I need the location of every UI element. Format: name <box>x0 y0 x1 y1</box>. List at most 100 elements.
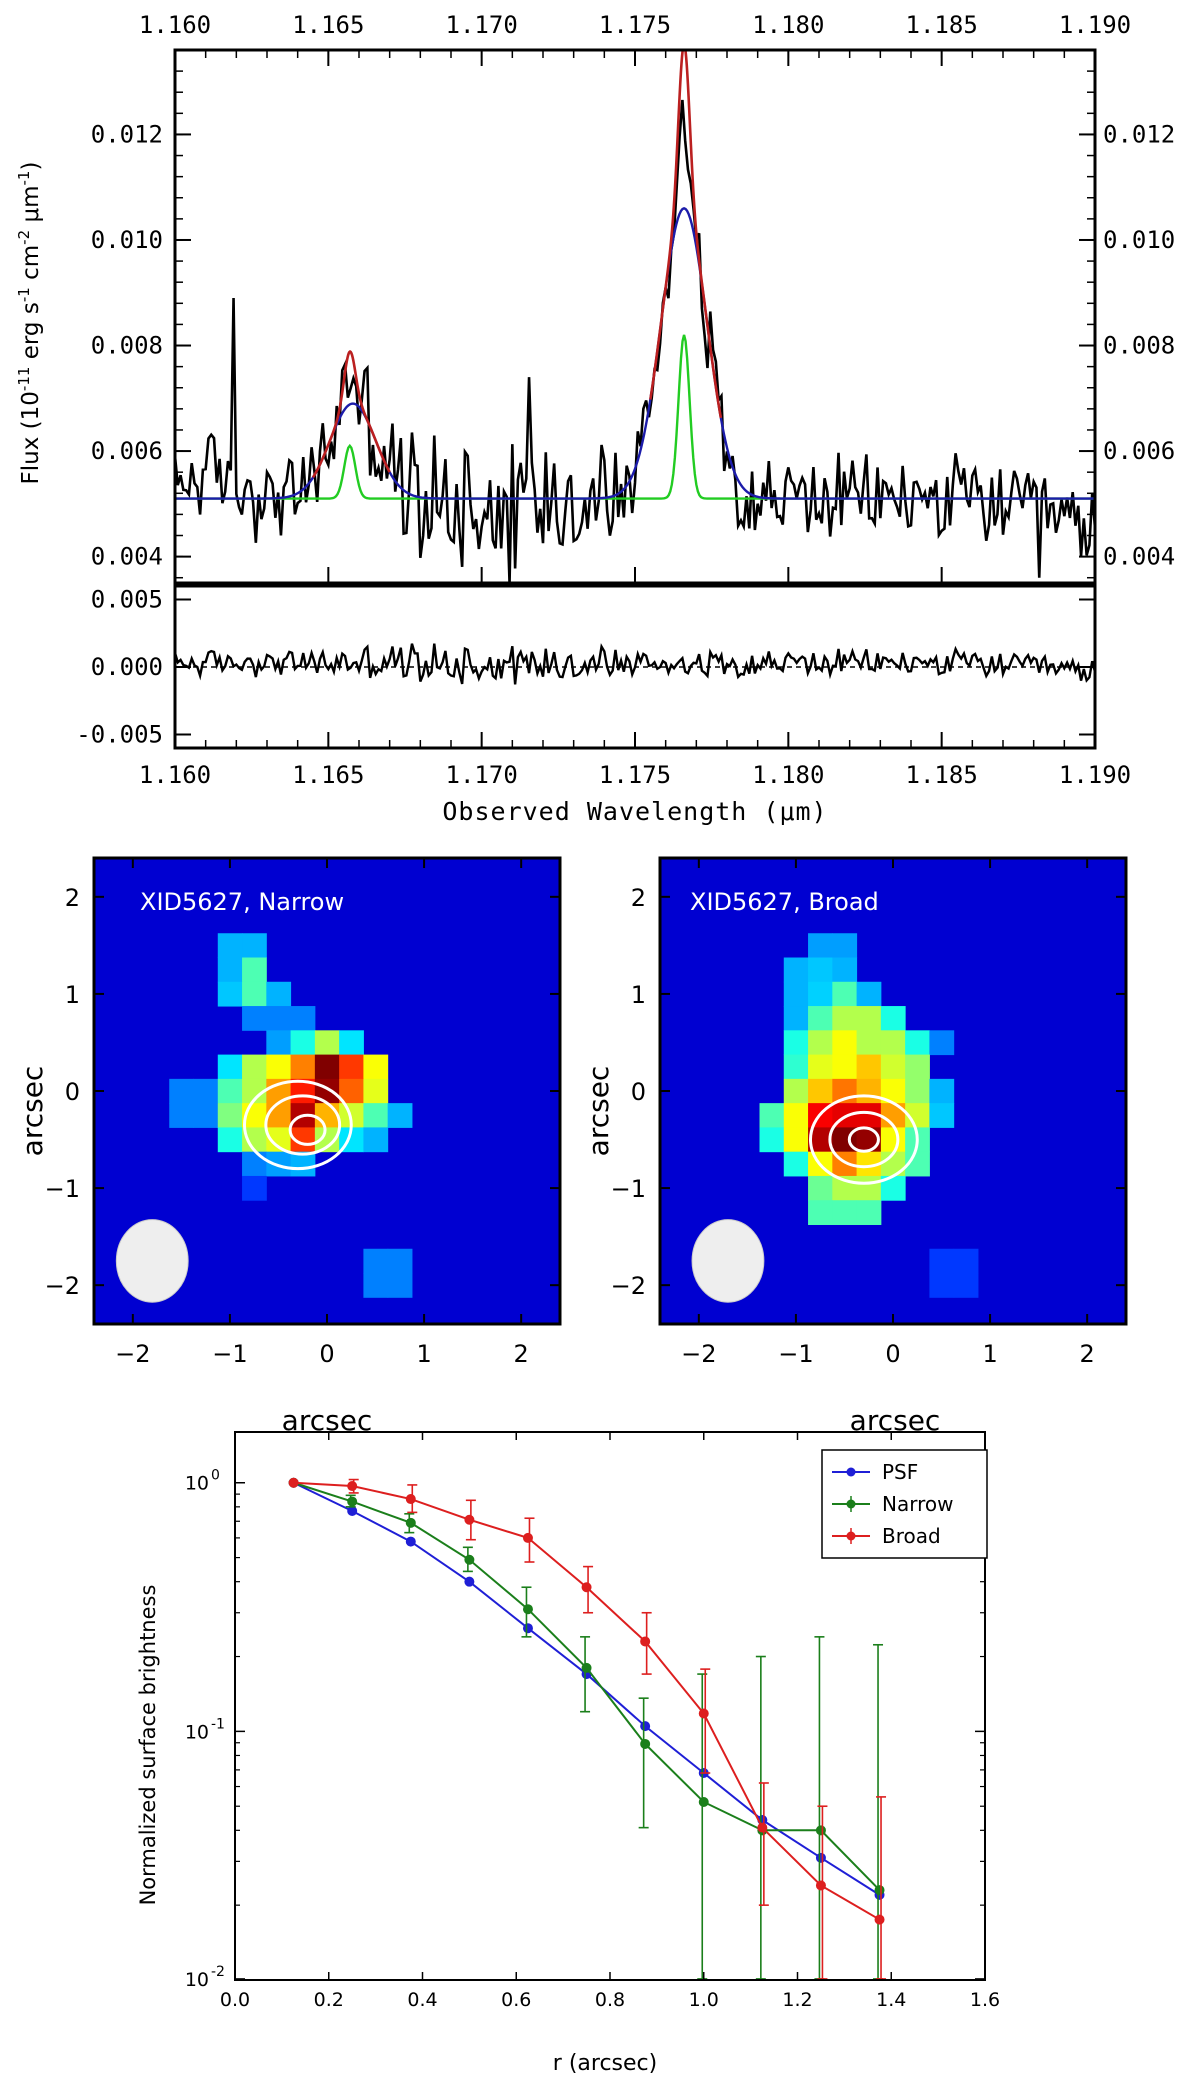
data-point-psf <box>815 1852 826 1863</box>
map-pixel <box>242 933 267 959</box>
map-pixel <box>832 1054 858 1080</box>
total-fit-line-0 <box>311 350 391 479</box>
map-pixel <box>363 1273 389 1298</box>
profile-x-tick-label: 1.4 <box>876 1989 906 2011</box>
data-point-broad <box>581 1582 592 1593</box>
data-point-psf <box>464 1576 475 1587</box>
spectrum-top-tick-label: 1.185 <box>906 11 978 39</box>
profile-x-tick-label: 0.0 <box>220 1989 250 2011</box>
map-y-tick-label: 1 <box>65 981 80 1009</box>
profile-x-tick-label: 1.6 <box>970 1989 1000 2011</box>
map-pixel <box>339 1054 364 1080</box>
profile-x-tick-label: 1.2 <box>782 1989 812 2011</box>
map-pixel <box>290 1030 316 1056</box>
map-pixel <box>783 957 809 983</box>
map-pixel <box>363 1078 389 1104</box>
map-pixel <box>242 957 267 983</box>
spectrum-right-tick-label: 0.006 <box>1103 437 1175 465</box>
map-pixel <box>217 1127 243 1153</box>
map-pixel <box>783 1078 809 1104</box>
broad-map-title: XID5627, Broad <box>690 888 879 916</box>
map-pixel <box>832 1030 858 1056</box>
map-pixel <box>387 1273 413 1298</box>
map-x-tick-label: 0 <box>885 1340 900 1368</box>
map-pixel <box>856 1078 882 1104</box>
data-point-broad <box>522 1532 533 1543</box>
spectrum-bottom-tick-label: 1.175 <box>599 761 671 789</box>
map-pixel <box>808 1200 833 1225</box>
map-pixel <box>217 933 243 959</box>
map-y-tick-label: −2 <box>45 1272 80 1300</box>
spectrum-bottom-tick-label: 1.160 <box>139 761 211 789</box>
spectrum-bottom-tick-label: 1.180 <box>752 761 824 789</box>
spectrum-right-tick-label: 0.012 <box>1103 120 1175 148</box>
map-pixel <box>363 1127 389 1153</box>
map-pixel <box>832 981 858 1007</box>
map-pixel <box>808 1030 833 1056</box>
map-pixel <box>880 1127 906 1153</box>
data-point-psf <box>522 1623 533 1634</box>
residual-data-line <box>175 643 1095 685</box>
spectrum-left-tick-label: 0.006 <box>91 437 163 465</box>
map-y-tick-label: −1 <box>45 1175 80 1203</box>
spectrum-left-tick-label: 0.004 <box>91 543 163 571</box>
map-pixel <box>953 1273 979 1298</box>
map-y-tick-label: −2 <box>611 1272 646 1300</box>
data-point-narrow <box>522 1604 533 1615</box>
data-point-psf <box>640 1721 651 1732</box>
contour-line-2 <box>288 1113 327 1146</box>
contour-line-2 <box>847 1126 880 1153</box>
map-x-tick-label: −2 <box>115 1340 150 1368</box>
map-pixel <box>929 1078 955 1104</box>
map-pixel <box>856 1200 882 1225</box>
map-pixel <box>783 1054 809 1080</box>
map-pixel <box>193 1103 219 1128</box>
map-pixel <box>808 981 833 1007</box>
map-pixel <box>169 1078 195 1104</box>
contour-line-1 <box>828 1110 900 1169</box>
contour-line-0 <box>242 1079 353 1171</box>
spectrum-bottom-tick-label: 1.185 <box>906 761 978 789</box>
map-pixel <box>290 1054 316 1080</box>
data-point-narrow <box>405 1517 416 1528</box>
profile-x-tick-label: 0.2 <box>314 1989 344 2011</box>
spectrum-top-tick-label: 1.165 <box>292 11 364 39</box>
map-pixel <box>266 1151 292 1177</box>
spectrum-x-label: Observed Wavelength (μm) <box>442 797 827 826</box>
map-pixel <box>339 1030 364 1056</box>
residual-plot-area <box>175 643 1095 685</box>
map-pixel <box>783 1006 809 1031</box>
map-pixel <box>856 1054 882 1080</box>
spectrum-top-tick-label: 1.160 <box>139 11 211 39</box>
map-pixel <box>242 1054 267 1080</box>
profile-y-tick-base: 10 <box>185 1969 209 1991</box>
spectrum-data-line <box>175 99 1095 583</box>
profile-y-tick-exp: -1 <box>211 1716 225 1732</box>
data-point-narrow <box>347 1496 358 1507</box>
spectrum-bottom-tick-label: 1.165 <box>292 761 364 789</box>
data-point-broad <box>405 1494 416 1505</box>
map-pixel <box>880 1030 906 1056</box>
map-pixel <box>953 1248 979 1274</box>
map-pixel <box>242 1175 267 1201</box>
profile-y-tick-base: 10 <box>185 1473 209 1495</box>
contour-line-0 <box>808 1094 919 1185</box>
map-pixel <box>387 1248 413 1274</box>
map-pixel <box>759 1103 785 1128</box>
map-pixel <box>880 1054 906 1080</box>
map-x-tick-label: −2 <box>681 1340 716 1368</box>
map-pixel <box>266 1054 292 1080</box>
map-x-tick-label: 2 <box>1080 1340 1095 1368</box>
spectrum-bottom-tick-label: 1.170 <box>446 761 518 789</box>
profile-x-tick-label: 0.6 <box>501 1989 531 2011</box>
profile-y-tick-base: 10 <box>185 1721 209 1743</box>
spectrum-plot-area <box>175 50 1095 583</box>
map-pixel <box>856 1175 882 1201</box>
spectrum-y-label: Flux (10-11 erg s-1 cm-2 μm-1) <box>15 162 44 485</box>
map-pixel <box>783 1030 809 1056</box>
map-pixel <box>242 981 267 1007</box>
map-pixel <box>266 1030 292 1056</box>
spectrum-top-tick-label: 1.170 <box>446 11 518 39</box>
map-pixel <box>929 1248 955 1274</box>
beam-ellipse <box>691 1219 765 1303</box>
